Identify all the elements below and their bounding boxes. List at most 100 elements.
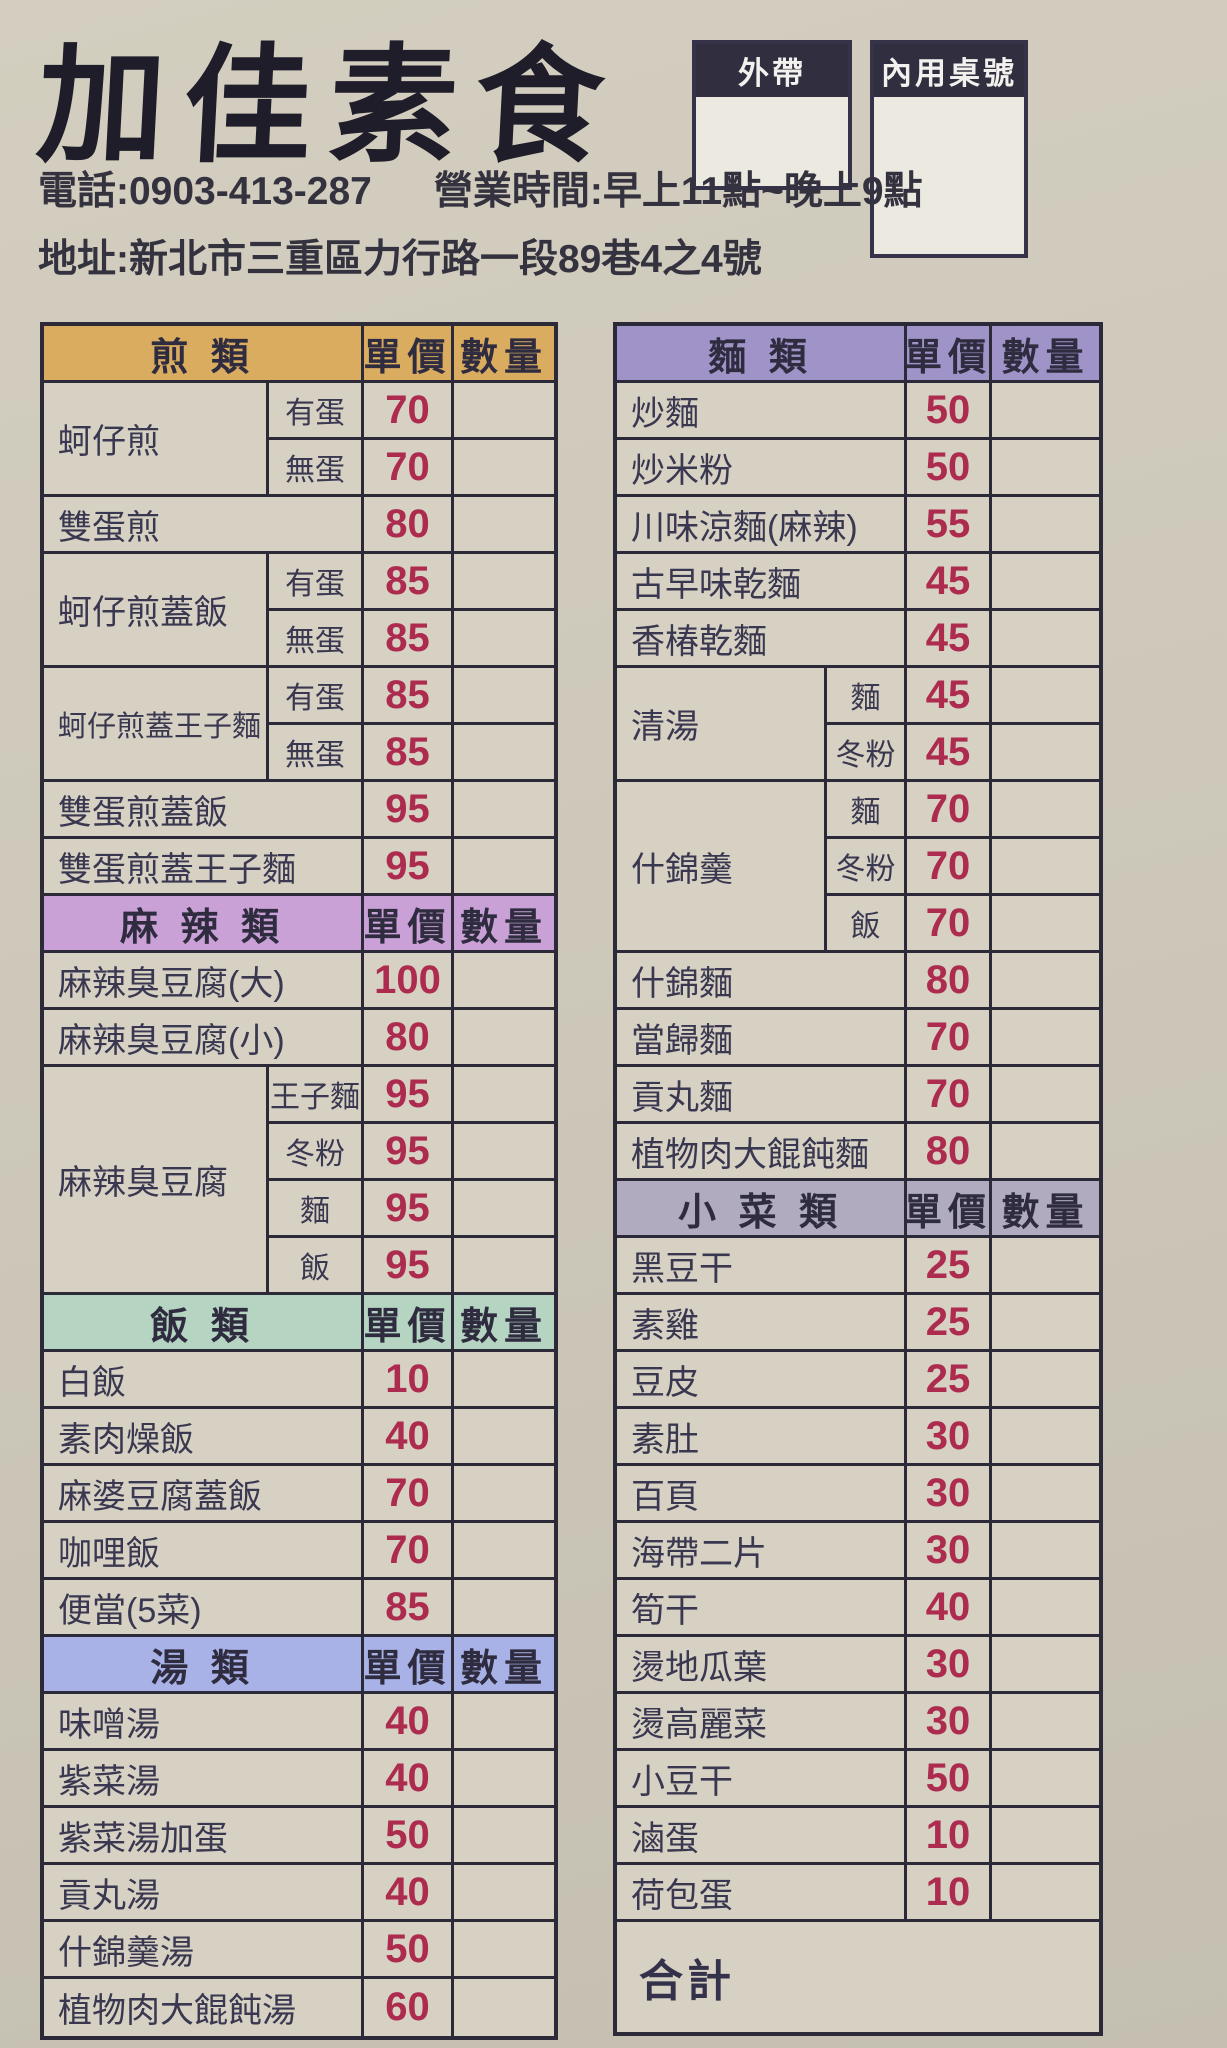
item-price: 50: [364, 1808, 454, 1862]
item-price: 10: [364, 1352, 454, 1406]
item-price: 70: [907, 1010, 992, 1064]
qty-input-cell: [992, 383, 1099, 437]
qty-input-cell: [992, 668, 1099, 722]
item-name: 燙地瓜葉: [617, 1637, 907, 1691]
item-name: 麻辣臭豆腐(大): [44, 953, 364, 1007]
qty-input-cell: [992, 1352, 1099, 1406]
variant-label: 飯: [269, 1238, 364, 1292]
section-title: 飯 類: [44, 1295, 364, 1349]
item-name: 百頁: [617, 1466, 907, 1520]
item-name: 什錦羹湯: [44, 1922, 364, 1976]
menu-item-row: 便當(5菜) 85: [44, 1580, 554, 1637]
price-column-header: 單價: [364, 1637, 454, 1691]
item-price: 100: [364, 953, 454, 1007]
item-price: 45: [907, 554, 992, 608]
item-name: 麻辣臭豆腐(小): [44, 1010, 364, 1064]
menu-item-row: 香椿乾麵 45: [617, 611, 1099, 668]
menu-item-row: 炒麵 50: [617, 383, 1099, 440]
qty-input-cell: [992, 1295, 1099, 1349]
left-menu-table: 煎 類單價 數量 蚵仔煎 有蛋 70 無蛋 70 雙蛋煎 80 蚵仔煎蓋飯 有蛋 85 無蛋 85 蚵仔煎蓋…: [40, 322, 558, 2040]
item-name: 古早味乾麵: [617, 554, 907, 608]
item-price: 80: [907, 953, 992, 1007]
item-price: 25: [907, 1352, 992, 1406]
menu-item-row: 素肚 30: [617, 1409, 1099, 1466]
item-price: 60: [364, 1979, 454, 2036]
item-name: 植物肉大餛飩麵: [617, 1124, 907, 1178]
qty-input-cell: [454, 497, 554, 551]
price-column-header: 單價: [907, 326, 992, 380]
menu-item-group-row: 蚵仔煎 有蛋 70 無蛋 70: [44, 383, 554, 497]
item-price: 70: [907, 782, 992, 836]
item-price: 95: [364, 1124, 454, 1178]
qty-input-cell: [454, 1922, 554, 1976]
menu-item-row: 海帶二片 30: [617, 1523, 1099, 1580]
menu-item-row: 白飯 10: [44, 1352, 554, 1409]
menu-item-row: 素肉燥飯 40: [44, 1409, 554, 1466]
qty-input-cell: [992, 1466, 1099, 1520]
item-name: 植物肉大餛飩湯: [44, 1979, 364, 2036]
item-price: 80: [364, 497, 454, 551]
qty-input-cell: [992, 554, 1099, 608]
qty-input-cell: [454, 1067, 554, 1121]
item-price: 50: [907, 1751, 992, 1805]
qty-input-cell: [992, 1409, 1099, 1463]
menu-item-row: 燙地瓜葉 30: [617, 1637, 1099, 1694]
item-price: 95: [364, 1238, 454, 1292]
qty-input-cell: [992, 953, 1099, 1007]
variant-label: 無蛋: [269, 611, 364, 665]
menu-item-row: 滷蛋 10: [617, 1808, 1099, 1865]
item-variant-row: 麵 95: [269, 1181, 554, 1238]
qty-input-cell: [454, 1523, 554, 1577]
item-price: 95: [364, 1181, 454, 1235]
item-variant-row: 飯 95: [269, 1238, 554, 1292]
item-price: 30: [907, 1466, 992, 1520]
item-price: 40: [364, 1751, 454, 1805]
item-variant-list: 麵 70 冬粉 70 飯 70: [827, 782, 1099, 950]
qty-input-cell: [992, 782, 1099, 836]
item-variant-list: 王子麵 95 冬粉 95 麵 95 飯 95: [269, 1067, 554, 1292]
section-header-row: 湯 類單價 數量: [44, 1637, 554, 1694]
menu-item-row: 雙蛋煎 80: [44, 497, 554, 554]
item-price: 30: [907, 1694, 992, 1748]
menu-item-group-row: 什錦羹麵 70 冬粉 70 飯 70: [617, 782, 1099, 953]
item-price: 30: [907, 1523, 992, 1577]
qty-column-header: 數量: [459, 336, 548, 379]
menu-item-row: 黑豆干 25: [617, 1238, 1099, 1295]
menu-item-group-row: 蚵仔煎蓋飯 有蛋 85 無蛋 85: [44, 554, 554, 668]
variant-label: 冬粉: [827, 725, 907, 779]
menu-item-row: 麻辣臭豆腐(大) 100: [44, 953, 554, 1010]
qty-input-cell: [992, 497, 1099, 551]
item-name: 小豆干: [617, 1751, 907, 1805]
item-price: 25: [907, 1238, 992, 1292]
menu-item-row: 紫菜湯 40: [44, 1751, 554, 1808]
item-price: 30: [907, 1409, 992, 1463]
takeout-box: 外帶: [692, 40, 852, 190]
item-price: 70: [907, 839, 992, 893]
menu-item-row: 炒米粉 50: [617, 440, 1099, 497]
item-name: 什錦麵: [617, 953, 907, 1007]
business-hours: 營業時間:早上11點~晚上9點: [433, 170, 923, 213]
menu-item-group-row: 蚵仔煎蓋王子麵 有蛋 85 無蛋 85: [44, 668, 554, 782]
qty-input-cell: [992, 896, 1099, 950]
item-name: 蚵仔煎: [44, 383, 269, 494]
item-name: 香椿乾麵: [617, 611, 907, 665]
item-name: 雙蛋煎蓋飯: [44, 782, 364, 836]
variant-label: 冬粉: [269, 1124, 364, 1178]
section-title: 麻 辣 類: [44, 896, 364, 950]
dinein-table-number-box: 內用桌號: [870, 40, 1028, 258]
qty-input-cell: [454, 1808, 554, 1862]
item-name: 味噌湯: [44, 1694, 364, 1748]
menu-item-row: 當歸麵 70: [617, 1010, 1099, 1067]
menu-item-row: 雙蛋煎蓋飯 95: [44, 782, 554, 839]
item-variant-list: 麵 45 冬粉 45: [827, 668, 1099, 779]
variant-label: 飯: [827, 896, 907, 950]
qty-column-header: 數量: [459, 1305, 548, 1348]
menu-item-row: 筍干 40: [617, 1580, 1099, 1637]
qty-input-cell: [992, 1751, 1099, 1805]
item-price: 85: [364, 668, 454, 722]
qty-input-cell: [454, 1580, 554, 1634]
item-price: 30: [907, 1637, 992, 1691]
menu-item-row: 紫菜湯加蛋 50: [44, 1808, 554, 1865]
item-name: 當歸麵: [617, 1010, 907, 1064]
total-label: 合計: [639, 1957, 735, 2006]
